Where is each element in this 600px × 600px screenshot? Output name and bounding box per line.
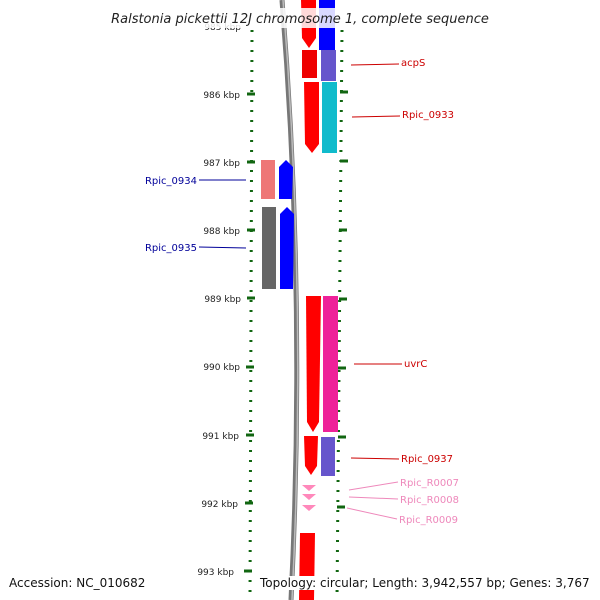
gene-label-rpic-0935[interactable]: Rpic_0935 bbox=[145, 243, 197, 254]
gene-label-acps[interactable]: acpS bbox=[401, 58, 425, 69]
gene-block-rpic0933-red[interactable] bbox=[304, 82, 319, 153]
gene-block-rpic0934-blue[interactable] bbox=[279, 160, 293, 199]
map-title: Ralstonia pickettii 12J chromosome 1, co… bbox=[111, 12, 489, 27]
topology-summary: Topology: circular; Length: 3,942,557 bp… bbox=[258, 576, 592, 590]
gene-block-rpic0937-red[interactable] bbox=[304, 436, 318, 475]
gene-label-rpic-r0007[interactable]: Rpic_R0007 bbox=[400, 478, 459, 489]
gene-label-rpic-r0009[interactable]: Rpic_R0009 bbox=[399, 515, 458, 526]
chromosome-backbone-highlight bbox=[282, 0, 299, 600]
gene-block-rpic0937-purple[interactable] bbox=[321, 437, 335, 476]
ruler-label-990: 990 kbp bbox=[203, 363, 240, 373]
gene-label-rpic-0933[interactable]: Rpic_0933 bbox=[402, 110, 454, 121]
gene-label-rpic-r0008[interactable]: Rpic_R0008 bbox=[400, 495, 459, 506]
ruler-label-987: 987 kbp bbox=[203, 159, 240, 169]
gene-labels: acpS Rpic_0933 Rpic_0934 Rpic_0935 uvrC … bbox=[145, 58, 459, 526]
chromosome-backbone bbox=[279, 0, 300, 600]
ruler-label-992: 992 kbp bbox=[201, 500, 238, 510]
rna-marker-r0008[interactable] bbox=[302, 494, 316, 500]
ruler-major-ticks bbox=[244, 90, 348, 573]
ruler-label-991: 991 kbp bbox=[202, 432, 239, 442]
gene-block-rpic0935-gray[interactable] bbox=[262, 207, 276, 289]
accession-label: Accession: NC_010682 bbox=[7, 576, 148, 590]
gene-block-acps-red[interactable] bbox=[302, 50, 317, 78]
title-backing bbox=[95, 8, 505, 28]
ruler-label-988: 988 kbp bbox=[203, 227, 240, 237]
gene-block-rpic0933-cyan[interactable] bbox=[322, 82, 337, 153]
ruler-label-989: 989 kbp bbox=[204, 295, 241, 305]
rna-markers bbox=[302, 485, 316, 511]
secondary-track bbox=[319, 0, 338, 476]
rna-marker-r0009[interactable] bbox=[302, 505, 316, 511]
gene-block-rpic0934-salmon[interactable] bbox=[261, 160, 275, 199]
reverse-strand-track bbox=[261, 160, 294, 289]
gene-label-rpic-0937[interactable]: Rpic_0937 bbox=[401, 454, 453, 465]
gene-block-uvrc-red[interactable] bbox=[306, 296, 321, 432]
gene-block-rpic0935-blue[interactable] bbox=[280, 207, 294, 289]
ruler-label-993: 993 kbp bbox=[197, 568, 234, 578]
label-leaders bbox=[198, 63, 402, 520]
gene-label-uvrc[interactable]: uvrC bbox=[404, 359, 427, 370]
gene-label-rpic-0934[interactable]: Rpic_0934 bbox=[145, 176, 197, 187]
ruler-labels: 985 kbp 986 kbp 987 kbp 988 kbp 989 kbp … bbox=[197, 23, 241, 578]
rna-marker-r0007[interactable] bbox=[302, 485, 316, 491]
gene-block-uvrc-magenta[interactable] bbox=[323, 296, 338, 432]
gene-block-acps-purple[interactable] bbox=[321, 50, 336, 81]
ruler-left bbox=[248, 29, 254, 600]
ruler-label-986: 986 kbp bbox=[203, 91, 240, 101]
